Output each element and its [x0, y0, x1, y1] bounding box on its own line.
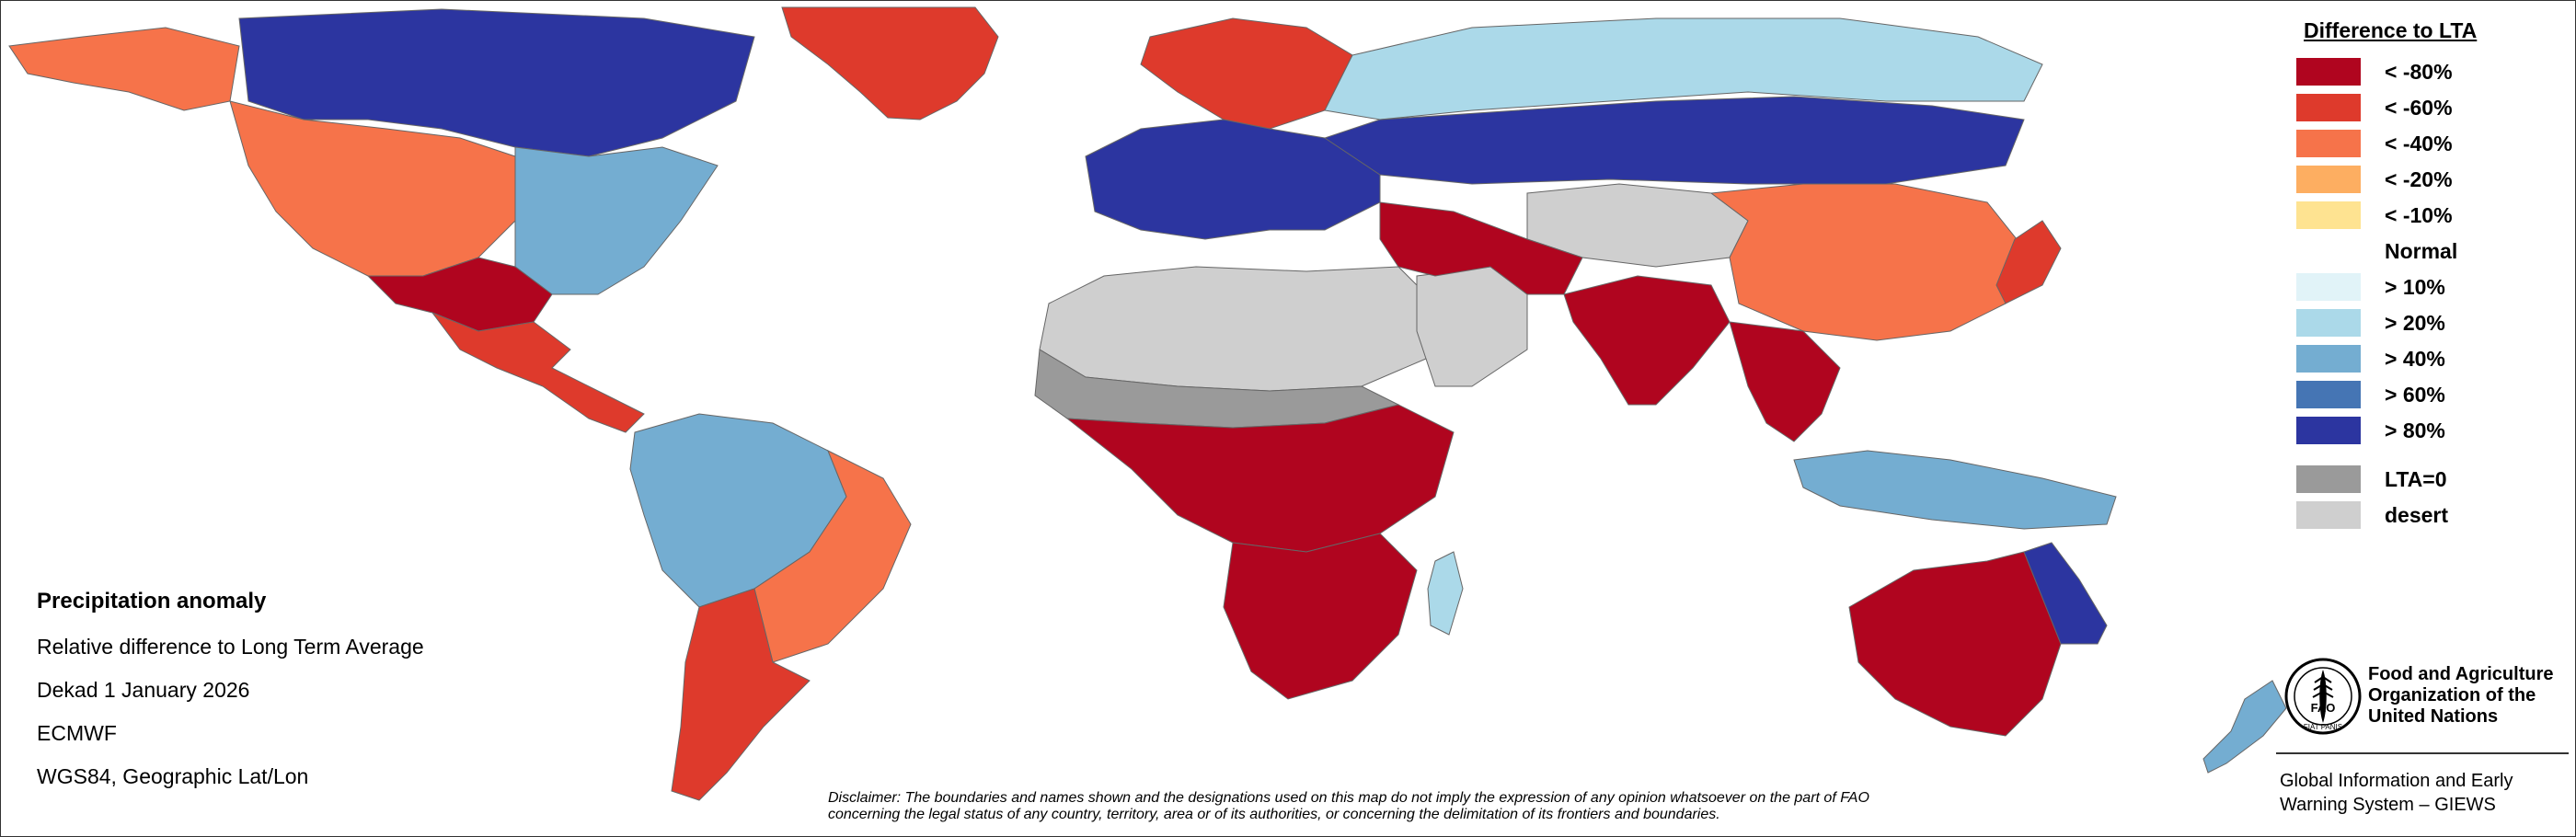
region-indonesia	[1793, 450, 2117, 530]
region-south-america-east	[753, 449, 912, 663]
legend-label: > 10%	[2385, 275, 2445, 299]
region-sahara	[1039, 266, 1436, 392]
region-china	[1709, 183, 2025, 341]
map-period: Dekad 1 January 2026	[37, 678, 250, 702]
legend-row: > 20%	[2296, 307, 2563, 343]
legend-row: LTA=0	[2296, 464, 2563, 499]
legend-swatch	[2296, 417, 2361, 444]
legend-label: < -10%	[2385, 203, 2453, 227]
legend-label: < -20%	[2385, 167, 2453, 191]
legend-label: LTA=0	[2385, 467, 2447, 491]
region-north-america-east	[514, 146, 719, 295]
region-europe-north	[1140, 17, 1353, 130]
legend-swatch	[2296, 130, 2361, 157]
region-africa-central	[1065, 404, 1455, 553]
legend-row: < -40%	[2296, 128, 2563, 164]
fao-logo-icon: FAO FIAT PANIS	[2284, 658, 2362, 735]
legend-label: Normal	[2385, 239, 2458, 263]
legend-label: > 40%	[2385, 347, 2445, 371]
map-subtitle: Relative difference to Long Term Average	[37, 635, 424, 659]
region-middle-east	[1379, 201, 1583, 295]
legend-title: Difference to LTA	[2304, 18, 2478, 42]
region-greenland	[781, 6, 999, 120]
legend-row: < -10%	[2296, 200, 2563, 235]
legend-label: > 80%	[2385, 418, 2445, 442]
legend-extra: LTA=0 desert	[2296, 464, 2563, 535]
region-australia	[1848, 551, 2062, 737]
legend-label: < -60%	[2385, 96, 2453, 120]
disclaimer-line-1: Disclaimer: The boundaries and names sho…	[828, 790, 1869, 806]
region-russia-north	[1324, 17, 2043, 120]
fao-logo-letters: FAO	[2311, 701, 2336, 715]
legend-label: < -80%	[2385, 60, 2453, 84]
legend-classes: < -80% < -60% < -40% < -20% < -10% Normal > 10…	[2296, 56, 2563, 451]
region-southeast-asia	[1729, 321, 1841, 442]
legend-label: > 20%	[2385, 311, 2445, 335]
legend-swatch	[2296, 501, 2361, 529]
region-japan	[1995, 220, 2062, 304]
legend-row: < -60%	[2296, 92, 2563, 128]
legend-gap	[2296, 451, 2563, 464]
legend-swatch	[2296, 381, 2361, 408]
legend-row: > 80%	[2296, 415, 2563, 451]
legend-swatch	[2296, 273, 2361, 301]
giews-name: Global Information and Early Warning Sys…	[2280, 771, 2513, 815]
disclaimer-line-2: concerning the legal status of any count…	[828, 807, 1720, 822]
legend-swatch	[2296, 166, 2361, 193]
legend-swatch	[2296, 94, 2361, 121]
map-source: ECMWF	[37, 721, 117, 745]
legend-row: desert	[2296, 499, 2563, 535]
region-alaska	[8, 27, 240, 111]
disclaimer: Disclaimer: The boundaries and names sho…	[828, 790, 2052, 823]
map-title: Precipitation anomaly	[37, 589, 267, 613]
legend-label: desert	[2385, 503, 2449, 527]
region-australia-northeast	[2023, 542, 2108, 645]
fao-name: Food and Agriculture Organization of the…	[2368, 664, 2554, 727]
legend-swatch	[2296, 58, 2361, 86]
legend-label: < -40%	[2385, 132, 2453, 155]
region-new-zealand	[2202, 680, 2287, 774]
map-projection: WGS84, Geographic Lat/Lon	[37, 764, 309, 788]
fao-divider	[2276, 752, 2569, 754]
legend-swatch	[2296, 201, 2361, 229]
region-africa-south	[1223, 533, 1418, 700]
legend-swatch	[2296, 345, 2361, 373]
legend-row: < -20%	[2296, 164, 2563, 200]
region-madagascar	[1427, 551, 1464, 636]
legend-swatch	[2296, 465, 2361, 493]
region-south-america-south	[671, 588, 811, 801]
legend-row: > 10%	[2296, 271, 2563, 307]
legend-row: > 40%	[2296, 343, 2563, 379]
legend-row: > 60%	[2296, 379, 2563, 415]
region-mexico-central-america	[431, 311, 645, 433]
region-russia-central	[1323, 96, 2025, 185]
region-india	[1563, 275, 1731, 406]
legend-row: < -80%	[2296, 56, 2563, 92]
legend: Difference to LTA < -80% < -60% < -40% < -2…	[2296, 18, 2563, 535]
fao-logo-motto: FIAT PANIS	[2304, 723, 2342, 731]
region-arabian-peninsula	[1416, 266, 1528, 387]
legend-swatch	[2296, 309, 2361, 337]
map-info: Precipitation anomaly Relative differenc…	[37, 589, 424, 808]
legend-row: Normal	[2296, 235, 2563, 271]
region-north-america-southwest	[366, 257, 553, 332]
legend-label: > 60%	[2385, 383, 2445, 407]
